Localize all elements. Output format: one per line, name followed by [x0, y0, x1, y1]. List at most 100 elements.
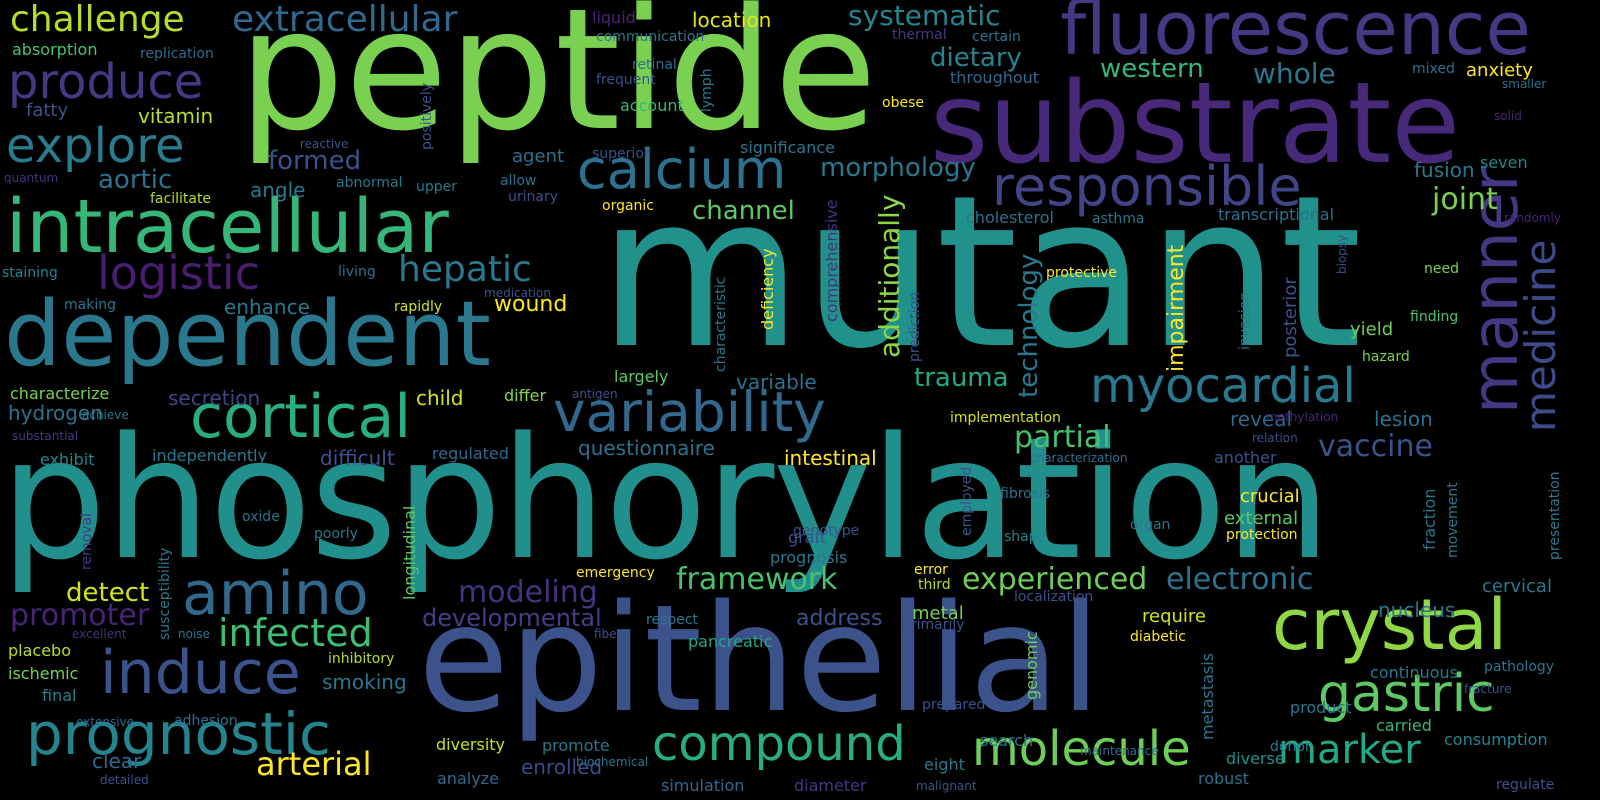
- word-angle: angle: [250, 178, 306, 202]
- word-anxiety: anxiety: [1466, 60, 1533, 81]
- word-compound: compound: [652, 716, 906, 772]
- word-wound: wound: [494, 292, 568, 317]
- word-amino: amino: [182, 559, 369, 629]
- word-implementation: implementation: [950, 410, 1061, 426]
- word-prognosis: prognosis: [770, 548, 848, 567]
- word-impairment: impairment: [1164, 244, 1189, 372]
- word-cholesterol: cholesterol: [966, 208, 1054, 227]
- word-eight: eight: [924, 755, 965, 774]
- word-medicine: medicine: [1516, 239, 1565, 432]
- word-address: address: [796, 606, 883, 631]
- word-arterial: arterial: [256, 745, 372, 783]
- word-regulated: regulated: [432, 444, 509, 463]
- word-enhance: enhance: [224, 295, 310, 319]
- word-organic: organic: [602, 198, 655, 214]
- word-diabetic: diabetic: [1130, 629, 1186, 645]
- word-genomic: genomic: [1022, 631, 1041, 700]
- word-morphology: morphology: [820, 153, 976, 183]
- word-protective: protective: [1046, 265, 1117, 281]
- word-positively: positively: [419, 82, 435, 150]
- word-hepatic: hepatic: [398, 249, 532, 290]
- word-analyze: analyze: [437, 769, 499, 788]
- word-rapidly: rapidly: [394, 299, 443, 315]
- word-randomly: randomly: [1504, 211, 1561, 225]
- word-mutant: mutant: [598, 150, 1363, 395]
- word-diameter: diameter: [794, 776, 867, 795]
- word-pancreatic: pancreatic: [688, 632, 773, 651]
- word-adhesion: adhesion: [174, 713, 238, 729]
- word-nucleus: nucleus: [1378, 598, 1456, 622]
- word-produce: produce: [8, 54, 204, 110]
- word-posterior: posterior: [1280, 277, 1301, 358]
- word-need: need: [1424, 261, 1459, 277]
- word-inhibitory: inhibitory: [328, 651, 395, 667]
- word-regulate: regulate: [1496, 777, 1555, 793]
- word-continuous: continuous: [1370, 663, 1458, 682]
- word-variable: variable: [736, 370, 817, 394]
- word-variability: variability: [553, 380, 826, 444]
- word-explore: explore: [6, 118, 185, 174]
- word-solid: solid: [1494, 109, 1522, 123]
- word-hazard: hazard: [1362, 349, 1410, 365]
- word-cortical: cortical: [190, 382, 411, 452]
- word-extracellular: extracellular: [232, 0, 458, 40]
- word-liquid: liquid: [592, 8, 636, 27]
- word-throughout: throughout: [950, 68, 1040, 87]
- word-external: external: [1224, 508, 1299, 529]
- word-electronic: electronic: [1166, 562, 1314, 597]
- word-quantum: quantum: [4, 171, 59, 185]
- word-trauma: trauma: [914, 363, 1009, 393]
- word-characterization: characterization: [1030, 451, 1128, 465]
- word-obese: obese: [882, 95, 924, 111]
- word-differ: differ: [504, 386, 547, 405]
- word-abnormal: abnormal: [336, 175, 403, 191]
- word-vaccine: vaccine: [1318, 429, 1433, 464]
- word-detailed: detailed: [100, 773, 149, 787]
- word-fracture: fracture: [1464, 682, 1512, 696]
- word-pathology: pathology: [1484, 659, 1555, 675]
- word-joint: joint: [1432, 182, 1498, 217]
- word-cervical: cervical: [1482, 576, 1552, 597]
- word-certain: certain: [972, 29, 1021, 45]
- word-asthma: asthma: [1092, 211, 1145, 227]
- word-whole: whole: [1253, 57, 1336, 90]
- word-vitamin: vitamin: [138, 104, 214, 128]
- word-characterize: characterize: [10, 384, 110, 403]
- word-organ: organ: [1130, 517, 1171, 533]
- word-thermal: thermal: [892, 27, 947, 43]
- word-facilitate: facilitate: [150, 191, 212, 207]
- word-lesion: lesion: [1374, 407, 1433, 431]
- word-consumption: consumption: [1444, 730, 1548, 749]
- word-metal: metal: [912, 603, 964, 624]
- word-poorly: poorly: [314, 526, 358, 542]
- word-secretion: secretion: [168, 386, 261, 410]
- word-characteristic: characteristic: [713, 276, 729, 372]
- word-absorption: absorption: [12, 40, 98, 59]
- word-molecule: molecule: [972, 721, 1191, 777]
- word-myocardial: myocardial: [1090, 358, 1356, 414]
- word-framework: framework: [676, 562, 838, 597]
- word-mixed: mixed: [1412, 61, 1455, 77]
- word-substrate: substrate: [930, 59, 1461, 189]
- word-shape: shape: [1004, 529, 1047, 545]
- word-location: location: [692, 8, 772, 32]
- word-localization: localization: [1014, 589, 1094, 605]
- word-frequent: frequent: [596, 72, 656, 88]
- word-prediction: prediction: [907, 291, 923, 362]
- word-antigen: antigen: [572, 387, 618, 401]
- word-maintenance: maintenance: [1080, 744, 1159, 758]
- word-excellent: excellent: [72, 627, 127, 641]
- word-employed: employed: [959, 466, 975, 536]
- word-allow: allow: [500, 173, 537, 189]
- word-carried: carried: [1376, 716, 1432, 735]
- word-agent: agent: [512, 146, 564, 167]
- word-donor: donor: [1270, 739, 1311, 755]
- word-noise: noise: [178, 627, 210, 641]
- word-diversity: diversity: [436, 735, 506, 754]
- word-require: require: [1142, 606, 1206, 627]
- word-search: search: [980, 731, 1034, 750]
- word-smaller: smaller: [1502, 77, 1547, 91]
- word-systematic: systematic: [848, 0, 1001, 32]
- word-modeling: modeling: [458, 575, 598, 610]
